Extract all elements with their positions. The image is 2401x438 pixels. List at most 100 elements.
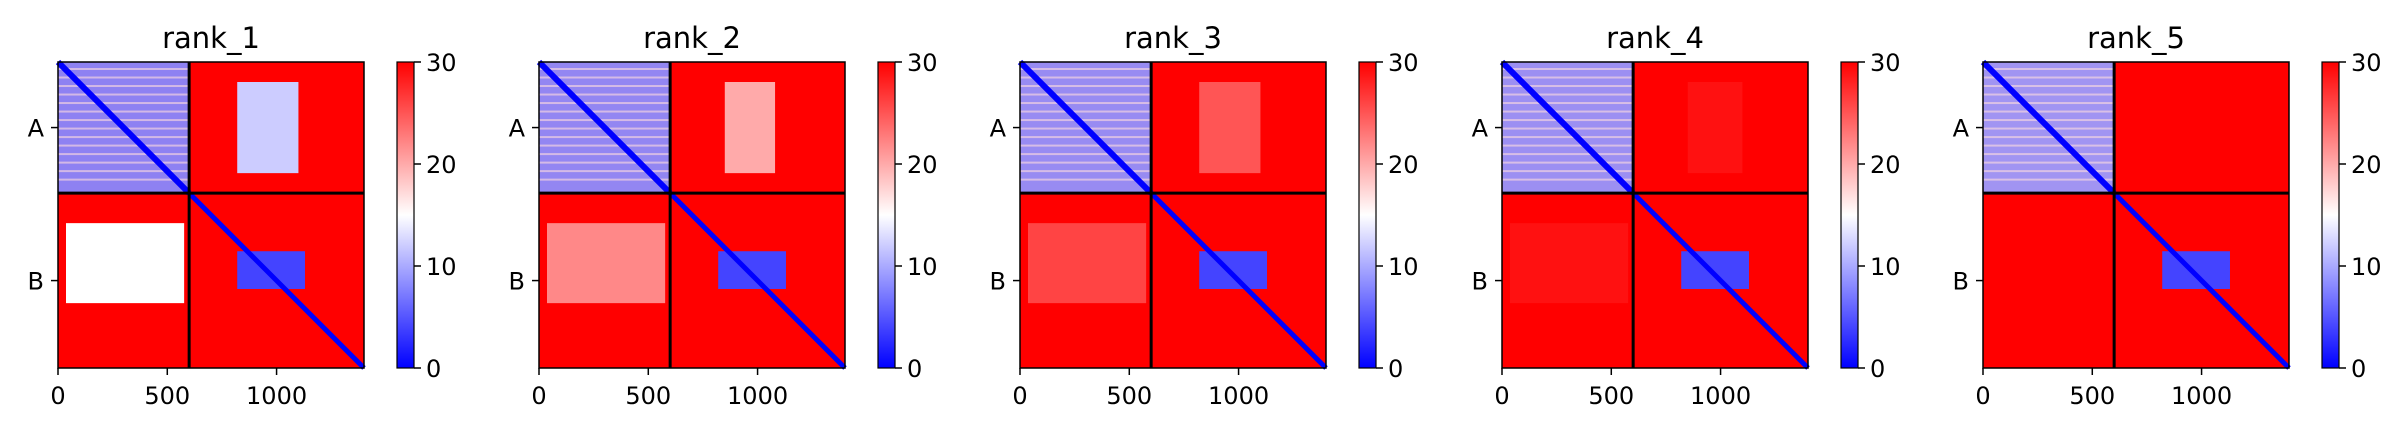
chain-a-band xyxy=(1983,85,2115,88)
chain-a-diagonal xyxy=(1499,59,1636,196)
chain-a-band xyxy=(1020,93,1152,96)
colorbar-tick-label: 20 xyxy=(907,151,938,179)
chain-a-band xyxy=(1502,110,1634,113)
chain-a-band xyxy=(539,153,671,156)
colorbar-tick-label: 30 xyxy=(907,49,938,77)
chain-b-square xyxy=(1681,251,1749,289)
chain-a-band xyxy=(539,178,671,181)
panel-title: rank_1 xyxy=(162,21,260,55)
chain-a-band xyxy=(1502,85,1634,88)
chain-b-square xyxy=(2162,251,2230,289)
chain-b-diagonal xyxy=(1149,191,1328,370)
chain-a-band xyxy=(1502,93,1634,96)
chain-b-square xyxy=(237,251,305,289)
heatmap-panel-2: rank_2 0 500 1000 A B 0 10 20 30 xyxy=(509,21,938,410)
x-tick-label: 1000 xyxy=(727,382,788,410)
axes-frame xyxy=(1982,61,2290,369)
colorbar-tick-label: 10 xyxy=(2351,253,2382,281)
heatmap-panel-3: rank_3 0 500 1000 A B 0 10 20 30 xyxy=(990,21,1419,410)
chain-a-band xyxy=(1502,170,1634,173)
axes-frame xyxy=(1019,61,1327,369)
chain-b-square xyxy=(718,251,786,289)
y-tick-label: A xyxy=(509,115,526,143)
colorbar xyxy=(396,61,415,369)
colorbar-tick-label: 20 xyxy=(2351,151,2382,179)
colorbar-tick-label: 10 xyxy=(907,253,938,281)
heatmap-panel-4: rank_4 0 500 1000 A B 0 10 20 30 xyxy=(1472,21,1901,410)
x-tick-label: 1000 xyxy=(246,382,307,410)
chain-a-band xyxy=(1502,161,1634,164)
chain-a-band xyxy=(539,102,671,105)
offdiag-stripe-a-b xyxy=(1199,82,1261,174)
chain-a-band xyxy=(539,136,671,139)
chain-a-band xyxy=(1983,110,2115,113)
chain-a-band xyxy=(1502,136,1634,139)
x-tick-label: 0 xyxy=(531,382,546,410)
chain-a-band xyxy=(58,76,190,79)
colorbar-tick-label: 30 xyxy=(2351,49,2382,77)
chain-a-band xyxy=(539,85,671,88)
panel-title: rank_3 xyxy=(1124,21,1222,55)
chain-a-band xyxy=(1502,68,1634,70)
colorbar-tick-label: 20 xyxy=(426,151,457,179)
chain-a-band xyxy=(1020,76,1152,79)
chain-a-diagonal xyxy=(536,59,673,196)
chain-a-band xyxy=(58,153,190,156)
chain-b-diagonal xyxy=(2112,191,2291,370)
colorbar-tick-label: 30 xyxy=(1388,49,1419,77)
chain-a-band xyxy=(539,68,671,70)
axes-frame xyxy=(57,61,365,369)
chain-a-band xyxy=(1502,153,1634,156)
y-tick-label: B xyxy=(28,268,44,296)
chain-a-band xyxy=(1020,153,1152,156)
x-tick-label: 1000 xyxy=(1208,382,1269,410)
y-tick-label: B xyxy=(1472,268,1488,296)
chain-a-band xyxy=(539,110,671,113)
chain-a-band xyxy=(1983,144,2115,147)
colorbar-tick-label: 10 xyxy=(1870,253,1901,281)
offdiag-stripe-a-b xyxy=(1687,82,1743,174)
offdiag-region-b-a xyxy=(1028,223,1147,304)
chain-a-band xyxy=(1020,161,1152,164)
chain-a-band xyxy=(1020,102,1152,105)
chain-a-band xyxy=(1020,144,1152,147)
x-tick-label: 500 xyxy=(1588,382,1634,410)
y-tick-label: A xyxy=(28,115,45,143)
chain-a-band xyxy=(1020,119,1152,122)
axes-frame xyxy=(1501,61,1809,369)
offdiag-region-b-a xyxy=(1510,223,1629,304)
colorbar-tick-label: 30 xyxy=(1870,49,1901,77)
chain-a-band xyxy=(1502,76,1634,79)
chain-a-band xyxy=(58,110,190,113)
chain-a-band xyxy=(1983,153,2115,156)
colorbar-tick-label: 20 xyxy=(1870,151,1901,179)
x-tick-label: 500 xyxy=(1106,382,1152,410)
heatmap-panel-5: rank_5 0 500 1000 A B 0 10 20 30 xyxy=(1953,21,2382,410)
x-tick-label: 0 xyxy=(1012,382,1027,410)
x-tick-label: 1000 xyxy=(2171,382,2232,410)
offdiag-region-b-a xyxy=(547,223,666,304)
chain-a-band xyxy=(1020,170,1152,173)
heatmap-panel-1: rank_1 0 500 1000 A B 0 10 20 30 xyxy=(28,21,457,410)
offdiag-stripe-a-b xyxy=(237,82,299,174)
colorbar xyxy=(1358,61,1377,369)
y-tick-label: B xyxy=(509,268,525,296)
chain-a-band xyxy=(58,144,190,147)
panel-title: rank_4 xyxy=(1606,21,1704,55)
chain-a-band xyxy=(58,85,190,88)
colorbar-tick-label: 0 xyxy=(1870,355,1885,383)
chain-a-band xyxy=(1983,76,2115,79)
chain-a-band xyxy=(1983,136,2115,139)
x-tick-label: 0 xyxy=(1975,382,1990,410)
colorbar-tick-label: 10 xyxy=(426,253,457,281)
chain-a-band xyxy=(1983,170,2115,173)
chain-a-band xyxy=(58,170,190,173)
x-tick-label: 1000 xyxy=(1690,382,1751,410)
chain-a-band xyxy=(58,178,190,181)
chain-a-band xyxy=(1983,68,2115,70)
chain-a-band xyxy=(1020,110,1152,113)
chain-a-band xyxy=(58,68,190,70)
chain-a-band xyxy=(58,136,190,139)
